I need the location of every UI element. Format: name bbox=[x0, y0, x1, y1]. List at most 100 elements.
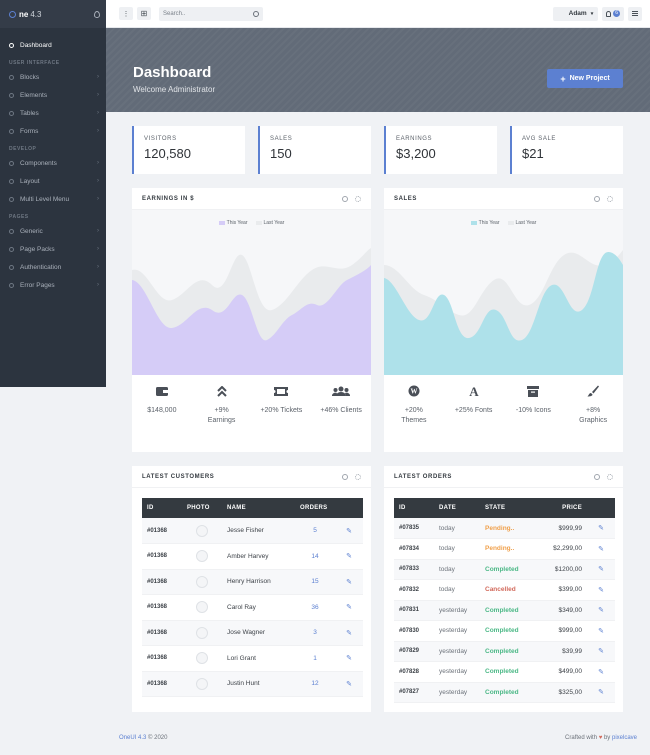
customer-name[interactable]: Carol Ray bbox=[222, 594, 295, 621]
user-dropdown-button[interactable]: Adam ▾ bbox=[552, 6, 599, 21]
edit-button[interactable]: ✎ bbox=[335, 543, 363, 570]
order-id[interactable]: #07832 bbox=[394, 579, 434, 601]
stat-card-visitors[interactable]: VISITORS 120,580 bbox=[132, 126, 245, 174]
sidebar-item-dashboard[interactable]: Dashboard bbox=[0, 36, 106, 54]
table-row[interactable]: #01368 Jesse Fisher 5 ✎ bbox=[142, 518, 363, 544]
nav-circle-icon bbox=[9, 264, 14, 270]
sidebar-item-label: Dashboard bbox=[20, 41, 52, 49]
customer-orders[interactable]: 15 bbox=[295, 569, 335, 595]
customer-name[interactable]: Justin Hunt bbox=[222, 671, 295, 697]
sidebar-item-error-pages[interactable]: Error Pages › bbox=[0, 276, 106, 294]
bell-icon bbox=[606, 10, 612, 17]
customer-orders[interactable]: 1 bbox=[295, 645, 335, 672]
edit-button[interactable]: ✎ bbox=[335, 594, 363, 621]
table-row[interactable]: #01368 Justin Hunt 12 ✎ bbox=[142, 671, 363, 697]
order-id[interactable]: #07831 bbox=[394, 600, 434, 621]
new-project-button[interactable]: + New Project bbox=[547, 69, 623, 88]
edit-button[interactable]: ✎ bbox=[587, 641, 615, 662]
search-icon[interactable] bbox=[253, 10, 259, 17]
edit-button[interactable]: ✎ bbox=[587, 620, 615, 642]
table-row[interactable]: #07832 today Cancelled $399,00 ✎ bbox=[394, 579, 615, 601]
brand-logo[interactable]: ne 4.3 bbox=[9, 10, 41, 19]
order-id[interactable]: #07834 bbox=[394, 538, 434, 560]
sidebar-item-generic[interactable]: Generic › bbox=[0, 222, 106, 240]
customer-name[interactable]: Jesse Fisher bbox=[222, 518, 295, 544]
sidebar-item-page-packs[interactable]: Page Packs › bbox=[0, 240, 106, 258]
order-id[interactable]: #07828 bbox=[394, 661, 434, 683]
refresh-icon[interactable] bbox=[342, 473, 348, 480]
edit-button[interactable]: ✎ bbox=[587, 518, 615, 539]
order-id[interactable]: #07833 bbox=[394, 559, 434, 580]
notifications-button[interactable]: 6 bbox=[602, 6, 624, 21]
refresh-icon[interactable] bbox=[594, 195, 600, 202]
customer-name[interactable]: Amber Harvey bbox=[222, 543, 295, 570]
gear-icon[interactable] bbox=[607, 473, 613, 480]
chevron-right-icon: › bbox=[97, 160, 99, 166]
kpi-item: +8% Graphics bbox=[563, 378, 623, 450]
layout-toggle-button[interactable]: ⊞ bbox=[137, 7, 151, 20]
edit-button[interactable]: ✎ bbox=[335, 620, 363, 646]
sidebar-item-elements[interactable]: Elements › bbox=[0, 86, 106, 104]
sidebar-toggle-button[interactable]: ⋮ bbox=[119, 7, 133, 20]
customer-name[interactable]: Lori Grant bbox=[222, 645, 295, 672]
table-row[interactable]: #07830 yesterday Completed $999,00 ✎ bbox=[394, 620, 615, 642]
edit-button[interactable]: ✎ bbox=[587, 600, 615, 621]
company-link[interactable]: pixelcave bbox=[611, 735, 637, 741]
table-row[interactable]: #07834 today Pending.. $2,299,00 ✎ bbox=[394, 538, 615, 560]
sidebar-item-authentication[interactable]: Authentication › bbox=[0, 258, 106, 276]
table-row[interactable]: #07827 yesterday Completed $325,00 ✎ bbox=[394, 682, 615, 703]
gear-icon[interactable] bbox=[355, 473, 361, 480]
customer-orders[interactable]: 14 bbox=[295, 543, 335, 570]
order-id[interactable]: #07835 bbox=[394, 518, 434, 539]
order-id[interactable]: #07830 bbox=[394, 620, 434, 642]
stat-card-avg-sale[interactable]: AVG SALE $21 bbox=[510, 126, 623, 174]
refresh-icon[interactable] bbox=[342, 195, 348, 202]
gear-icon[interactable] bbox=[355, 195, 361, 202]
gear-icon[interactable] bbox=[607, 195, 613, 202]
column-header-actions bbox=[335, 498, 363, 518]
search-input[interactable]: Search.. bbox=[159, 6, 263, 21]
edit-button[interactable]: ✎ bbox=[587, 661, 615, 683]
table-row[interactable]: #07831 yesterday Completed $349,00 ✎ bbox=[394, 600, 615, 621]
edit-button[interactable]: ✎ bbox=[335, 518, 363, 544]
edit-button[interactable]: ✎ bbox=[587, 682, 615, 703]
refresh-icon[interactable] bbox=[594, 473, 600, 480]
table-row[interactable]: #07829 yesterday Completed $39,99 ✎ bbox=[394, 641, 615, 662]
customer-id: #01368 bbox=[142, 543, 182, 570]
customer-orders[interactable]: 3 bbox=[295, 620, 335, 646]
table-row[interactable]: #07828 yesterday Completed $499,00 ✎ bbox=[394, 661, 615, 683]
order-id[interactable]: #07827 bbox=[394, 682, 434, 703]
pencil-icon: ✎ bbox=[346, 655, 352, 663]
sidebar-item-blocks[interactable]: Blocks › bbox=[0, 68, 106, 86]
edit-button[interactable]: ✎ bbox=[335, 569, 363, 595]
customer-name[interactable]: Henry Harrison bbox=[222, 569, 295, 595]
table-row[interactable]: #07835 today Pending.. $999,99 ✎ bbox=[394, 518, 615, 539]
customer-orders[interactable]: 12 bbox=[295, 671, 335, 697]
order-id[interactable]: #07829 bbox=[394, 641, 434, 662]
customer-orders[interactable]: 36 bbox=[295, 594, 335, 621]
sidebar-item-multi-level-menu[interactable]: Multi Level Menu › bbox=[0, 190, 106, 208]
edit-button[interactable]: ✎ bbox=[587, 538, 615, 560]
side-overlay-button[interactable] bbox=[628, 6, 642, 21]
stat-card-earnings[interactable]: EARNINGS $3,200 bbox=[384, 126, 497, 174]
edit-button[interactable]: ✎ bbox=[335, 671, 363, 697]
product-link[interactable]: OneUI 4.3 bbox=[119, 735, 147, 741]
table-row[interactable]: #01368 Henry Harrison 15 ✎ bbox=[142, 569, 363, 595]
sidebar-item-components[interactable]: Components › bbox=[0, 154, 106, 172]
table-row[interactable]: #01368 Amber Harvey 14 ✎ bbox=[142, 543, 363, 570]
sidebar-item-layout[interactable]: Layout › bbox=[0, 172, 106, 190]
edit-button[interactable]: ✎ bbox=[587, 579, 615, 601]
table-row[interactable]: #01368 Jose Wagner 3 ✎ bbox=[142, 620, 363, 646]
table-row[interactable]: #01368 Carol Ray 36 ✎ bbox=[142, 594, 363, 621]
edit-button[interactable]: ✎ bbox=[335, 645, 363, 672]
sidebar-item-label: Authentication bbox=[20, 263, 62, 271]
edit-button[interactable]: ✎ bbox=[587, 559, 615, 580]
customer-orders[interactable]: 5 bbox=[295, 518, 335, 544]
stat-card-sales[interactable]: SALES 150 bbox=[258, 126, 371, 174]
customer-name[interactable]: Jose Wagner bbox=[222, 620, 295, 646]
sidebar-item-forms[interactable]: Forms › bbox=[0, 122, 106, 140]
sidebar-item-tables[interactable]: Tables › bbox=[0, 104, 106, 122]
table-row[interactable]: #07833 today Completed $1200,00 ✎ bbox=[394, 559, 615, 580]
theme-drop-icon[interactable] bbox=[94, 10, 100, 18]
table-row[interactable]: #01368 Lori Grant 1 ✎ bbox=[142, 645, 363, 672]
